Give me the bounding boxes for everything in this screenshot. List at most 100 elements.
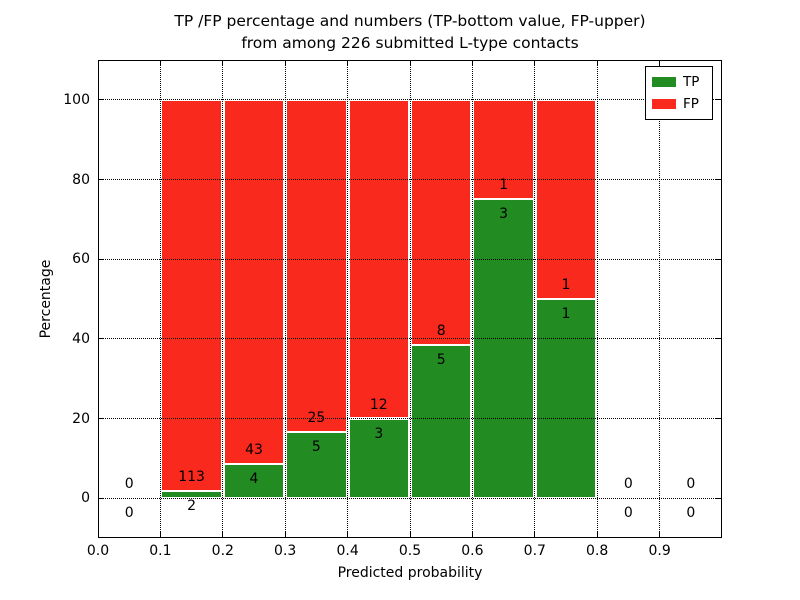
bar-count-label-tp: 5 bbox=[436, 351, 446, 368]
bar-segment-tp bbox=[286, 431, 347, 499]
legend-label-tp: TP bbox=[683, 74, 700, 90]
bar-segment-tp bbox=[348, 418, 409, 499]
bar-count-label-tp: 0 bbox=[686, 505, 696, 522]
gridline-vertical bbox=[284, 60, 286, 538]
x-tick-mark-bottom bbox=[596, 532, 598, 538]
legend-swatch-fp bbox=[652, 99, 676, 109]
x-tick-label: 0.5 bbox=[398, 543, 422, 559]
gridline-horizontal bbox=[98, 497, 722, 499]
x-tick-mark-top bbox=[159, 60, 161, 66]
x-tick-label: 0.2 bbox=[211, 543, 234, 559]
x-tick-label: 0.0 bbox=[86, 543, 110, 559]
x-tick-label: 0.1 bbox=[149, 543, 172, 559]
gridline-horizontal bbox=[98, 338, 722, 340]
x-tick-label: 0.7 bbox=[523, 543, 546, 559]
legend-swatch-tp bbox=[652, 77, 676, 87]
bar-segment-fp bbox=[161, 99, 222, 492]
x-tick-mark-top bbox=[97, 60, 99, 66]
bar-segment-fp bbox=[535, 99, 597, 299]
bar-count-label-fp: 113 bbox=[178, 469, 205, 486]
bar-count-label-fp: 8 bbox=[436, 322, 446, 339]
y-tick-mark-right bbox=[716, 418, 722, 419]
x-tick-mark-bottom bbox=[659, 532, 661, 538]
bar-segment-tp bbox=[411, 344, 472, 499]
x-tick-mark-bottom bbox=[222, 532, 224, 538]
bar-segment-tp bbox=[473, 199, 534, 499]
gridline-vertical bbox=[534, 60, 536, 538]
x-tick-label: 0.4 bbox=[336, 543, 359, 559]
y-tick-label: 20 bbox=[72, 410, 90, 427]
gridline-vertical bbox=[222, 60, 224, 538]
bar-count-label-tp: 4 bbox=[249, 471, 259, 488]
x-tick-label: 0.9 bbox=[648, 543, 671, 559]
x-tick-mark-top bbox=[347, 60, 349, 66]
gridline-vertical bbox=[347, 60, 349, 538]
bar-count-label-tp: 3 bbox=[374, 425, 384, 442]
y-tick-label: 60 bbox=[72, 251, 90, 268]
bar-count-label-fp: 12 bbox=[369, 396, 388, 413]
bar-count-label-fp: 1 bbox=[561, 277, 571, 293]
chart-title-line2: from among 226 submitted L-type contacts bbox=[241, 34, 579, 52]
x-tick-mark-bottom bbox=[159, 532, 161, 538]
x-tick-mark-bottom bbox=[347, 532, 349, 538]
gridline-horizontal bbox=[98, 258, 722, 260]
bar-segment-fp bbox=[286, 99, 347, 432]
bar-segment-fp bbox=[473, 99, 534, 200]
y-tick-mark-left bbox=[98, 497, 104, 499]
legend-entry-tp: TP bbox=[652, 75, 706, 89]
x-tick-mark-top bbox=[222, 60, 224, 66]
gridline-vertical bbox=[159, 60, 161, 538]
bar-segment-tp bbox=[223, 464, 285, 499]
x-tick-label: 0.3 bbox=[274, 543, 297, 559]
gridline-horizontal bbox=[98, 179, 722, 180]
x-tick-mark-top bbox=[471, 60, 473, 66]
gridline-horizontal bbox=[98, 418, 722, 419]
gridline-vertical bbox=[409, 60, 411, 538]
bar-segment-tp bbox=[535, 299, 597, 499]
bar-count-label-tp: 5 bbox=[311, 438, 321, 455]
x-tick-mark-bottom bbox=[409, 532, 411, 538]
bar-count-label-fp: 43 bbox=[245, 442, 263, 459]
bar-count-label-tp: 3 bbox=[499, 206, 509, 223]
x-tick-mark-top bbox=[596, 60, 598, 66]
x-tick-mark-top bbox=[409, 60, 411, 66]
bar-count-label-tp: 0 bbox=[623, 505, 633, 522]
x-tick-mark-top bbox=[659, 60, 661, 66]
bar-count-label-tp: 1 bbox=[561, 306, 571, 322]
bar-segment-fp bbox=[223, 99, 285, 465]
bar-count-label-fp: 0 bbox=[124, 476, 134, 493]
y-tick-label: 80 bbox=[72, 171, 90, 188]
chart-title: TP /FP percentage and numbers (TP-bottom… bbox=[98, 10, 722, 54]
gridline-vertical bbox=[659, 60, 661, 538]
legend-label-fp: FP bbox=[683, 96, 699, 112]
x-axis-label: Predicted probability bbox=[337, 565, 483, 581]
y-tick-mark-left bbox=[98, 99, 104, 101]
y-tick-label: 0 bbox=[81, 490, 90, 507]
x-tick-mark-bottom bbox=[534, 532, 536, 538]
bar-count-label-fp: 0 bbox=[686, 476, 696, 493]
gridline-horizontal bbox=[98, 99, 722, 101]
y-tick-mark-right bbox=[716, 258, 722, 260]
y-tick-mark-right bbox=[716, 338, 722, 340]
x-tick-mark-bottom bbox=[284, 532, 286, 538]
y-tick-label: 100 bbox=[63, 91, 90, 108]
x-tick-mark-bottom bbox=[97, 532, 99, 538]
y-tick-mark-left bbox=[98, 338, 104, 340]
bar-count-label-fp: 0 bbox=[623, 476, 633, 493]
bar-count-label-fp: 25 bbox=[307, 409, 326, 426]
bar-count-label-fp: 1 bbox=[499, 177, 509, 194]
x-tick-label: 0.8 bbox=[586, 543, 609, 559]
y-axis-label: Percentage bbox=[38, 259, 54, 339]
y-tick-mark-left bbox=[98, 179, 104, 180]
legend: TP FP bbox=[645, 66, 713, 120]
gridline-vertical bbox=[97, 60, 99, 538]
y-tick-label: 40 bbox=[72, 330, 90, 347]
legend-entry-fp: FP bbox=[652, 97, 706, 111]
chart-title-line1: TP /FP percentage and numbers (TP-bottom… bbox=[174, 12, 646, 30]
x-tick-label: 0.6 bbox=[461, 543, 484, 559]
y-tick-mark-right bbox=[716, 497, 722, 499]
x-tick-mark-bottom bbox=[471, 532, 473, 538]
bar-count-label-tp: 2 bbox=[187, 498, 197, 515]
y-tick-mark-left bbox=[98, 418, 104, 419]
